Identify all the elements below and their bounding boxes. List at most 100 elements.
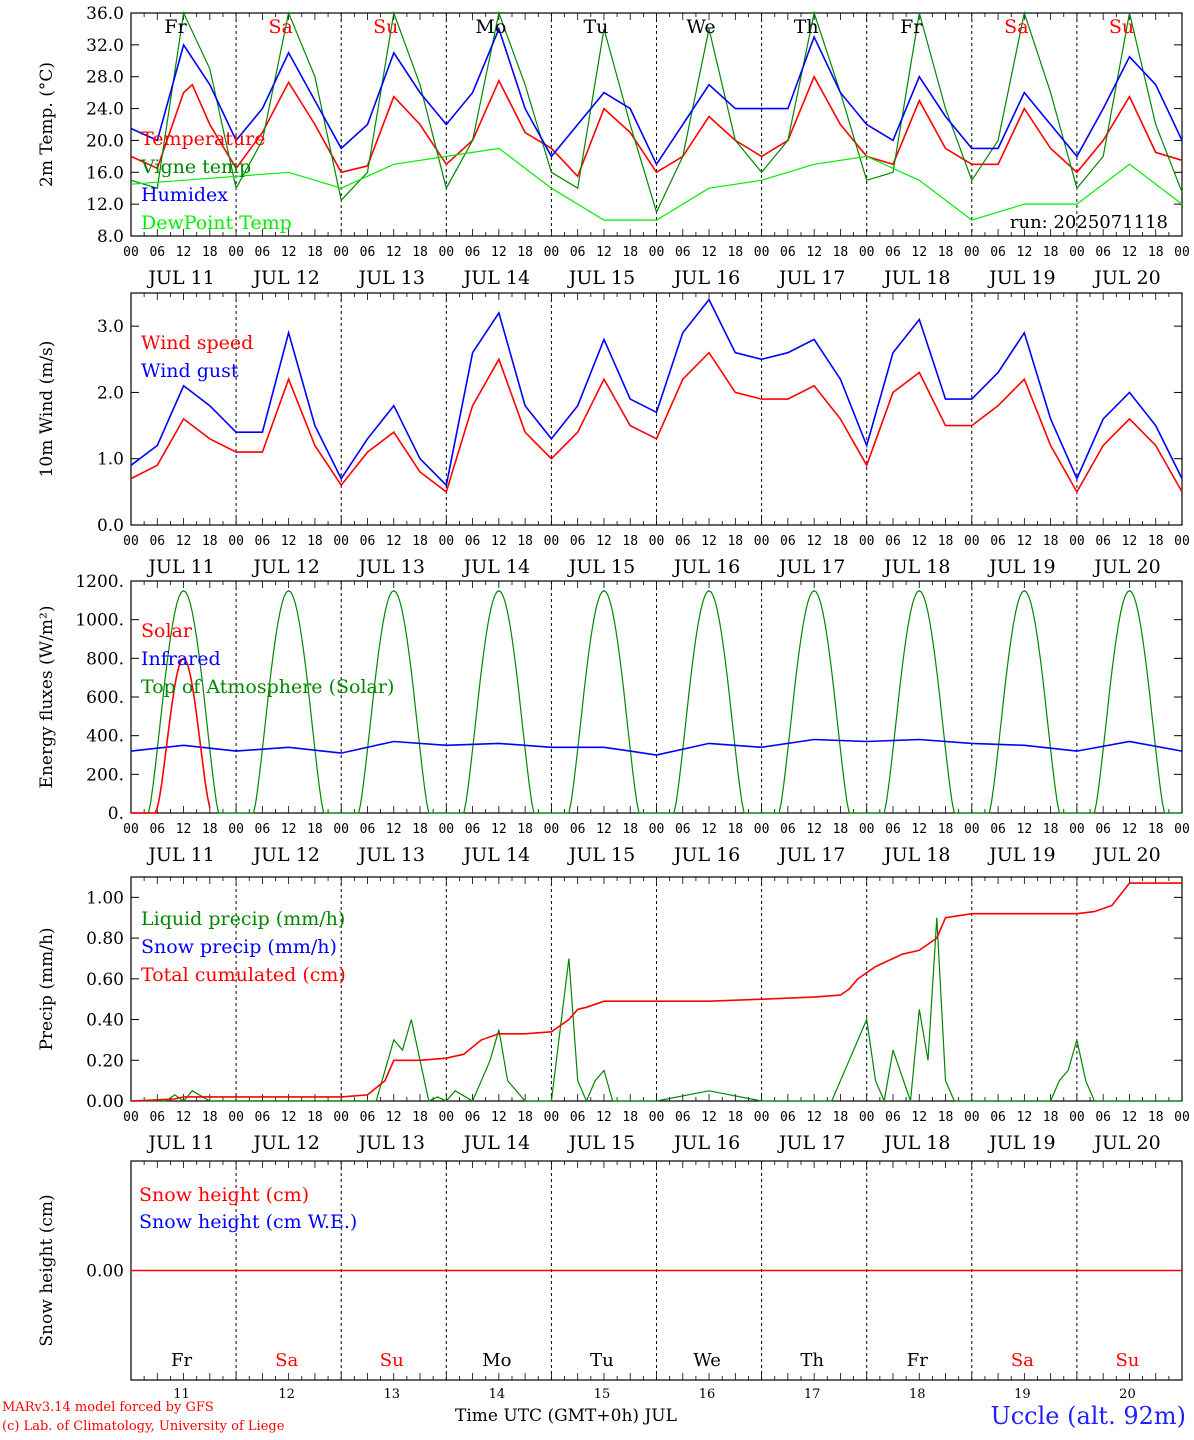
- x-tick-label: 00: [1069, 1110, 1085, 1125]
- weekday-label-bottom: Fr: [171, 1350, 192, 1371]
- date-label: JUL 16: [672, 267, 740, 289]
- legend-entry: Snow height (cm): [139, 1184, 309, 1206]
- x-tick-label: 18: [517, 822, 533, 837]
- x-tick-label: 06: [1095, 822, 1111, 837]
- x-tick-label: 18: [412, 534, 428, 549]
- x-tick-label: 18: [938, 245, 954, 260]
- day-number: 18: [909, 1387, 926, 1402]
- panel-2: 10m Wind (m/s): [37, 292, 1183, 526]
- date-label: JUL 12: [251, 556, 319, 578]
- date-label: JUL 16: [672, 844, 740, 866]
- x-tick-label: 12: [386, 822, 402, 837]
- date-label: JUL 13: [357, 1132, 425, 1154]
- weekday-label-bottom: Su: [380, 1350, 404, 1371]
- date-label: JUL 18: [882, 1132, 950, 1154]
- x-tick-label: 12: [806, 245, 822, 260]
- x-tick-label: 00: [123, 1110, 139, 1125]
- date-label: JUL 17: [777, 267, 845, 289]
- date-label: JUL 11: [146, 1132, 214, 1154]
- legend-entry: Liquid precip (mm/h): [141, 908, 345, 930]
- y-tick-label: 1.0: [97, 450, 124, 470]
- date-label: JUL 19: [987, 267, 1055, 289]
- weekday-label: Fr: [900, 16, 923, 38]
- weekday-label-bottom: Sa: [1011, 1350, 1034, 1371]
- x-tick-label: 06: [675, 822, 691, 837]
- day-number: 14: [489, 1387, 506, 1402]
- y-tick-label: 3.0: [97, 317, 124, 337]
- date-label: JUL 12: [251, 1132, 319, 1154]
- y-axis-label: Energy fluxes (W/m²): [37, 606, 57, 789]
- weekday-label-bottom: Tu: [590, 1350, 614, 1371]
- day-number: 13: [383, 1387, 400, 1402]
- x-tick-label: 18: [833, 1110, 849, 1125]
- date-label: JUL 15: [567, 267, 635, 289]
- x-tick-label: 00: [1174, 1110, 1190, 1125]
- date-label: JUL 14: [462, 1132, 530, 1154]
- x-tick-label: 18: [202, 245, 218, 260]
- x-tick-label: 12: [491, 534, 507, 549]
- x-tick-label: 18: [307, 245, 323, 260]
- date-label: JUL 20: [1092, 267, 1160, 289]
- x-tick-label: 00: [859, 822, 875, 837]
- x-tick-label: 18: [412, 822, 428, 837]
- x-tick-label: 12: [1017, 534, 1033, 549]
- date-label: JUL 14: [462, 267, 530, 289]
- x-tick-label: 18: [517, 245, 533, 260]
- x-tick-label: 00: [1174, 245, 1190, 260]
- x-tick-label: 00: [1069, 534, 1085, 549]
- date-label: JUL 16: [672, 556, 740, 578]
- panel-3: Energy fluxes (W/m²): [37, 580, 1183, 814]
- x-tick-label: 12: [911, 534, 927, 549]
- x-tick-label: 18: [1043, 1110, 1059, 1125]
- x-tick-label: 06: [360, 245, 376, 260]
- x-tick-label: 18: [202, 1110, 218, 1125]
- y-tick-label: 200.: [86, 765, 124, 785]
- x-tick-label: 00: [228, 1110, 244, 1125]
- weekday-label: Su: [373, 16, 398, 38]
- x-tick-label: 18: [727, 822, 743, 837]
- x-tick-label: 00: [333, 822, 349, 837]
- x-tick-label: 00: [964, 245, 980, 260]
- x-tick-label: 06: [780, 534, 796, 549]
- x-tick-label: 00: [649, 245, 665, 260]
- x-tick-label: 00: [754, 822, 770, 837]
- x-tick-label: 00: [649, 1110, 665, 1125]
- y-tick-label: 800.: [86, 649, 124, 669]
- date-label: JUL 13: [357, 844, 425, 866]
- x-tick-label: 12: [1122, 822, 1138, 837]
- x-tick-label: 06: [360, 1110, 376, 1125]
- y-axis-label: 2m Temp. (°C): [37, 62, 57, 187]
- x-tick-label: 00: [754, 245, 770, 260]
- x-tick-label: 18: [1148, 534, 1164, 549]
- y-tick-label: 28.0: [86, 68, 124, 88]
- date-label: JUL 12: [251, 267, 319, 289]
- y-tick-label: 0.80: [86, 929, 124, 949]
- y-axis-label: 10m Wind (m/s): [37, 341, 57, 478]
- y-tick-label: 600.: [86, 688, 124, 708]
- x-tick-label: 06: [149, 245, 165, 260]
- weekday-label-bottom: Mo: [482, 1350, 511, 1371]
- x-tick-label: 00: [228, 245, 244, 260]
- legend-entry: Wind gust: [141, 360, 239, 382]
- x-tick-label: 00: [649, 822, 665, 837]
- date-label: JUL 17: [777, 844, 845, 866]
- x-tick-label: 18: [833, 534, 849, 549]
- y-tick-label: 16.0: [86, 163, 124, 183]
- date-label: JUL 18: [882, 556, 950, 578]
- x-tick-label: 00: [438, 534, 454, 549]
- x-tick-label: 00: [1069, 245, 1085, 260]
- x-tick-label: 06: [885, 534, 901, 549]
- x-tick-label: 00: [123, 822, 139, 837]
- x-tick-label: 18: [833, 822, 849, 837]
- x-tick-label: 00: [964, 1110, 980, 1125]
- series-line-humidex: [130, 26, 1183, 166]
- x-tick-label: 06: [990, 1110, 1006, 1125]
- y-tick-label: 8.0: [97, 227, 124, 247]
- x-tick-label: 06: [570, 1110, 586, 1125]
- legend-entry: Snow height (cm W.E.): [139, 1211, 357, 1233]
- x-tick-label: 12: [281, 534, 297, 549]
- date-label: JUL 17: [777, 1132, 845, 1154]
- x-tick-label: 00: [1069, 822, 1085, 837]
- y-tick-label: 20.0: [86, 131, 124, 151]
